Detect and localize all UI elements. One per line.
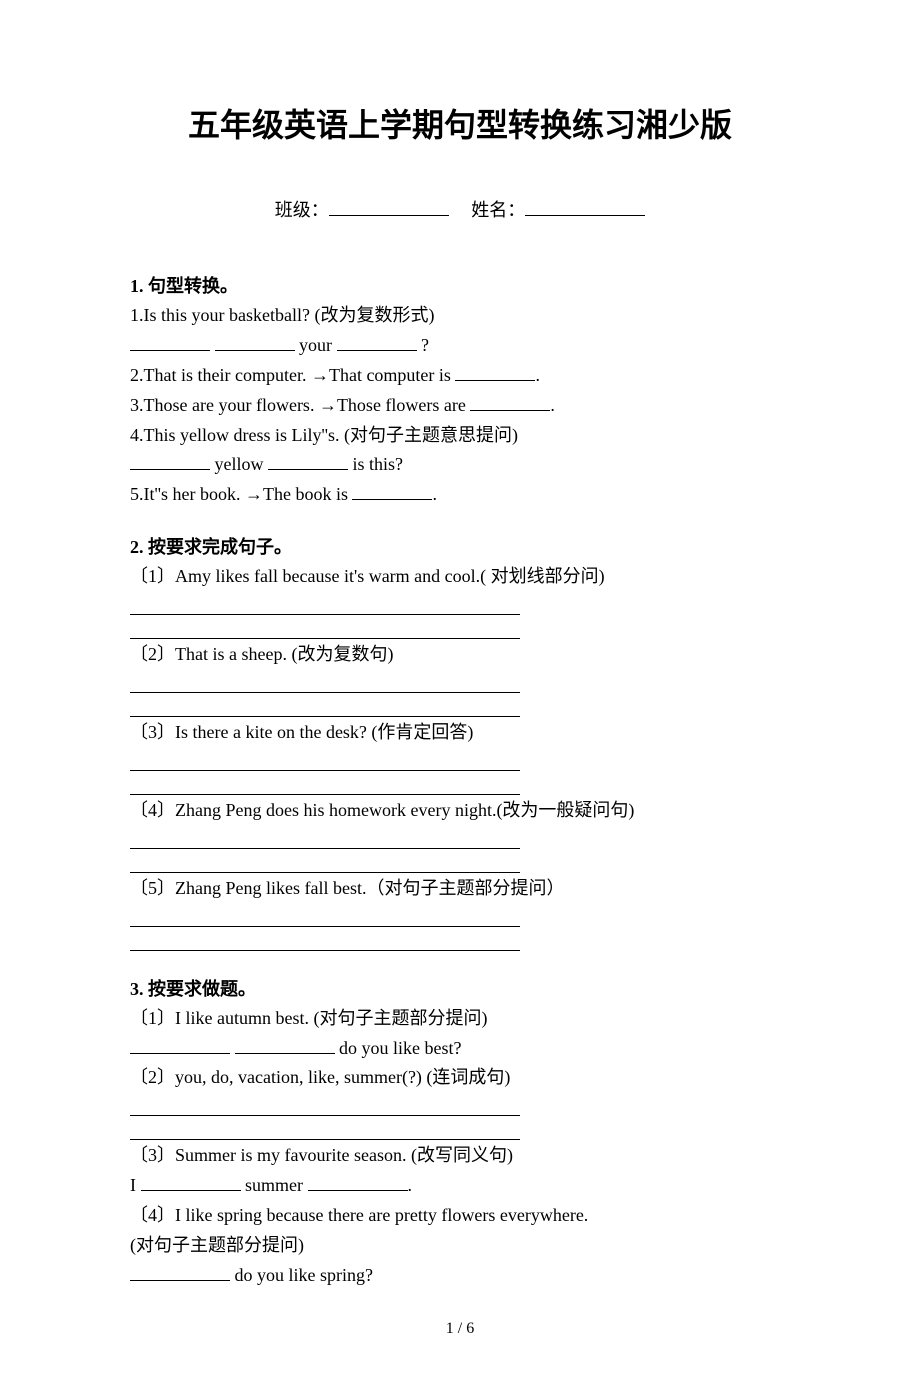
q5-end: . <box>432 484 437 504</box>
section3-q4a: 〔4〕I like spring because there are prett… <box>130 1202 790 1230</box>
answer-line <box>130 929 520 951</box>
q3-text: 3.Those are your flowers. →Those flowers… <box>130 395 470 415</box>
blank <box>308 1173 408 1191</box>
section1-q4: 4.This yellow dress is Lily''s. (对句子主题意思… <box>130 422 790 450</box>
section2-heading: 2. 按要求完成句子。 <box>130 533 790 559</box>
blank <box>141 1173 241 1191</box>
section2-q5: 〔5〕Zhang Peng likes fall best.（对句子主题部分提问… <box>130 875 790 903</box>
answer-line <box>130 827 520 849</box>
section3-q1-answer: do you like best? <box>130 1035 790 1063</box>
name-blank <box>525 198 645 216</box>
answer-line <box>130 695 520 717</box>
answer-line <box>130 773 520 795</box>
blank <box>235 1036 335 1054</box>
section2-q4: 〔4〕Zhang Peng does his homework every ni… <box>130 797 790 825</box>
q3-pre: I <box>130 1175 141 1195</box>
section1-q2: 2.That is their computer. →That computer… <box>130 362 790 390</box>
name-label: 姓名： <box>471 200 525 220</box>
section3-q3: 〔3〕Summer is my favourite season. (改写同义句… <box>130 1142 790 1170</box>
word-your: your <box>299 335 337 355</box>
blank <box>130 333 210 351</box>
section3-q4-answer: do you like spring? <box>130 1262 790 1290</box>
document-title: 五年级英语上学期句型转换练习湘少版 <box>130 100 790 146</box>
answer-line <box>130 851 520 873</box>
blank <box>455 363 535 381</box>
student-info-line: 班级： 姓名： <box>130 196 790 222</box>
q3-mid: summer <box>241 1175 308 1195</box>
page-number: 1 / 6 <box>130 1320 790 1338</box>
q3-end: . <box>408 1175 413 1195</box>
blank <box>130 452 210 470</box>
section3-q2: 〔2〕you, do, vacation, like, summer(?) (连… <box>130 1064 790 1092</box>
blank <box>352 482 432 500</box>
page-container: 五年级英语上学期句型转换练习湘少版 班级： 姓名： 1. 句型转换。 1.Is … <box>0 0 920 1378</box>
answer-line <box>130 749 520 771</box>
q4-end: do you like spring? <box>235 1265 373 1285</box>
section2-q1: 〔1〕Amy likes fall because it's warm and … <box>130 563 790 591</box>
section1-q3: 3.Those are your flowers. →Those flowers… <box>130 392 790 420</box>
section3-q4b: (对句子主题部分提问) <box>130 1232 790 1260</box>
class-label: 班级： <box>275 200 329 220</box>
section1-heading: 1. 句型转换。 <box>130 272 790 298</box>
q2-text: 2.That is their computer. →That computer… <box>130 365 455 385</box>
answer-line <box>130 617 520 639</box>
section3-q1: 〔1〕I like autumn best. (对句子主题部分提问) <box>130 1005 790 1033</box>
q5-text: 5.It''s her book. →The book is <box>130 484 352 504</box>
blank <box>337 333 417 351</box>
section3-q3-answer: I summer . <box>130 1172 790 1200</box>
q4-end: is this? <box>353 454 404 474</box>
q3-end: . <box>550 395 555 415</box>
section2-q3: 〔3〕Is there a kite on the desk? (作肯定回答) <box>130 719 790 747</box>
answer-line <box>130 593 520 615</box>
blank <box>470 393 550 411</box>
answer-line <box>130 905 520 927</box>
section1-q5: 5.It''s her book. →The book is . <box>130 481 790 509</box>
section1-q1: 1.Is this your basketball? (改为复数形式) <box>130 302 790 330</box>
qmark: ? <box>421 335 429 355</box>
blank <box>130 1036 230 1054</box>
section1-q1-answer: your ? <box>130 332 790 360</box>
class-blank <box>329 198 449 216</box>
q1-end: do you like best? <box>339 1038 461 1058</box>
blank <box>130 1263 230 1281</box>
blank <box>268 452 348 470</box>
answer-line <box>130 1118 520 1140</box>
q2-end: . <box>535 365 540 385</box>
blank <box>215 333 295 351</box>
section2-q2: 〔2〕That is a sheep. (改为复数句) <box>130 641 790 669</box>
section1-q4-answer: yellow is this? <box>130 451 790 479</box>
answer-line <box>130 1094 520 1116</box>
word-yellow: yellow <box>215 454 269 474</box>
answer-line <box>130 671 520 693</box>
section3-heading: 3. 按要求做题。 <box>130 975 790 1001</box>
